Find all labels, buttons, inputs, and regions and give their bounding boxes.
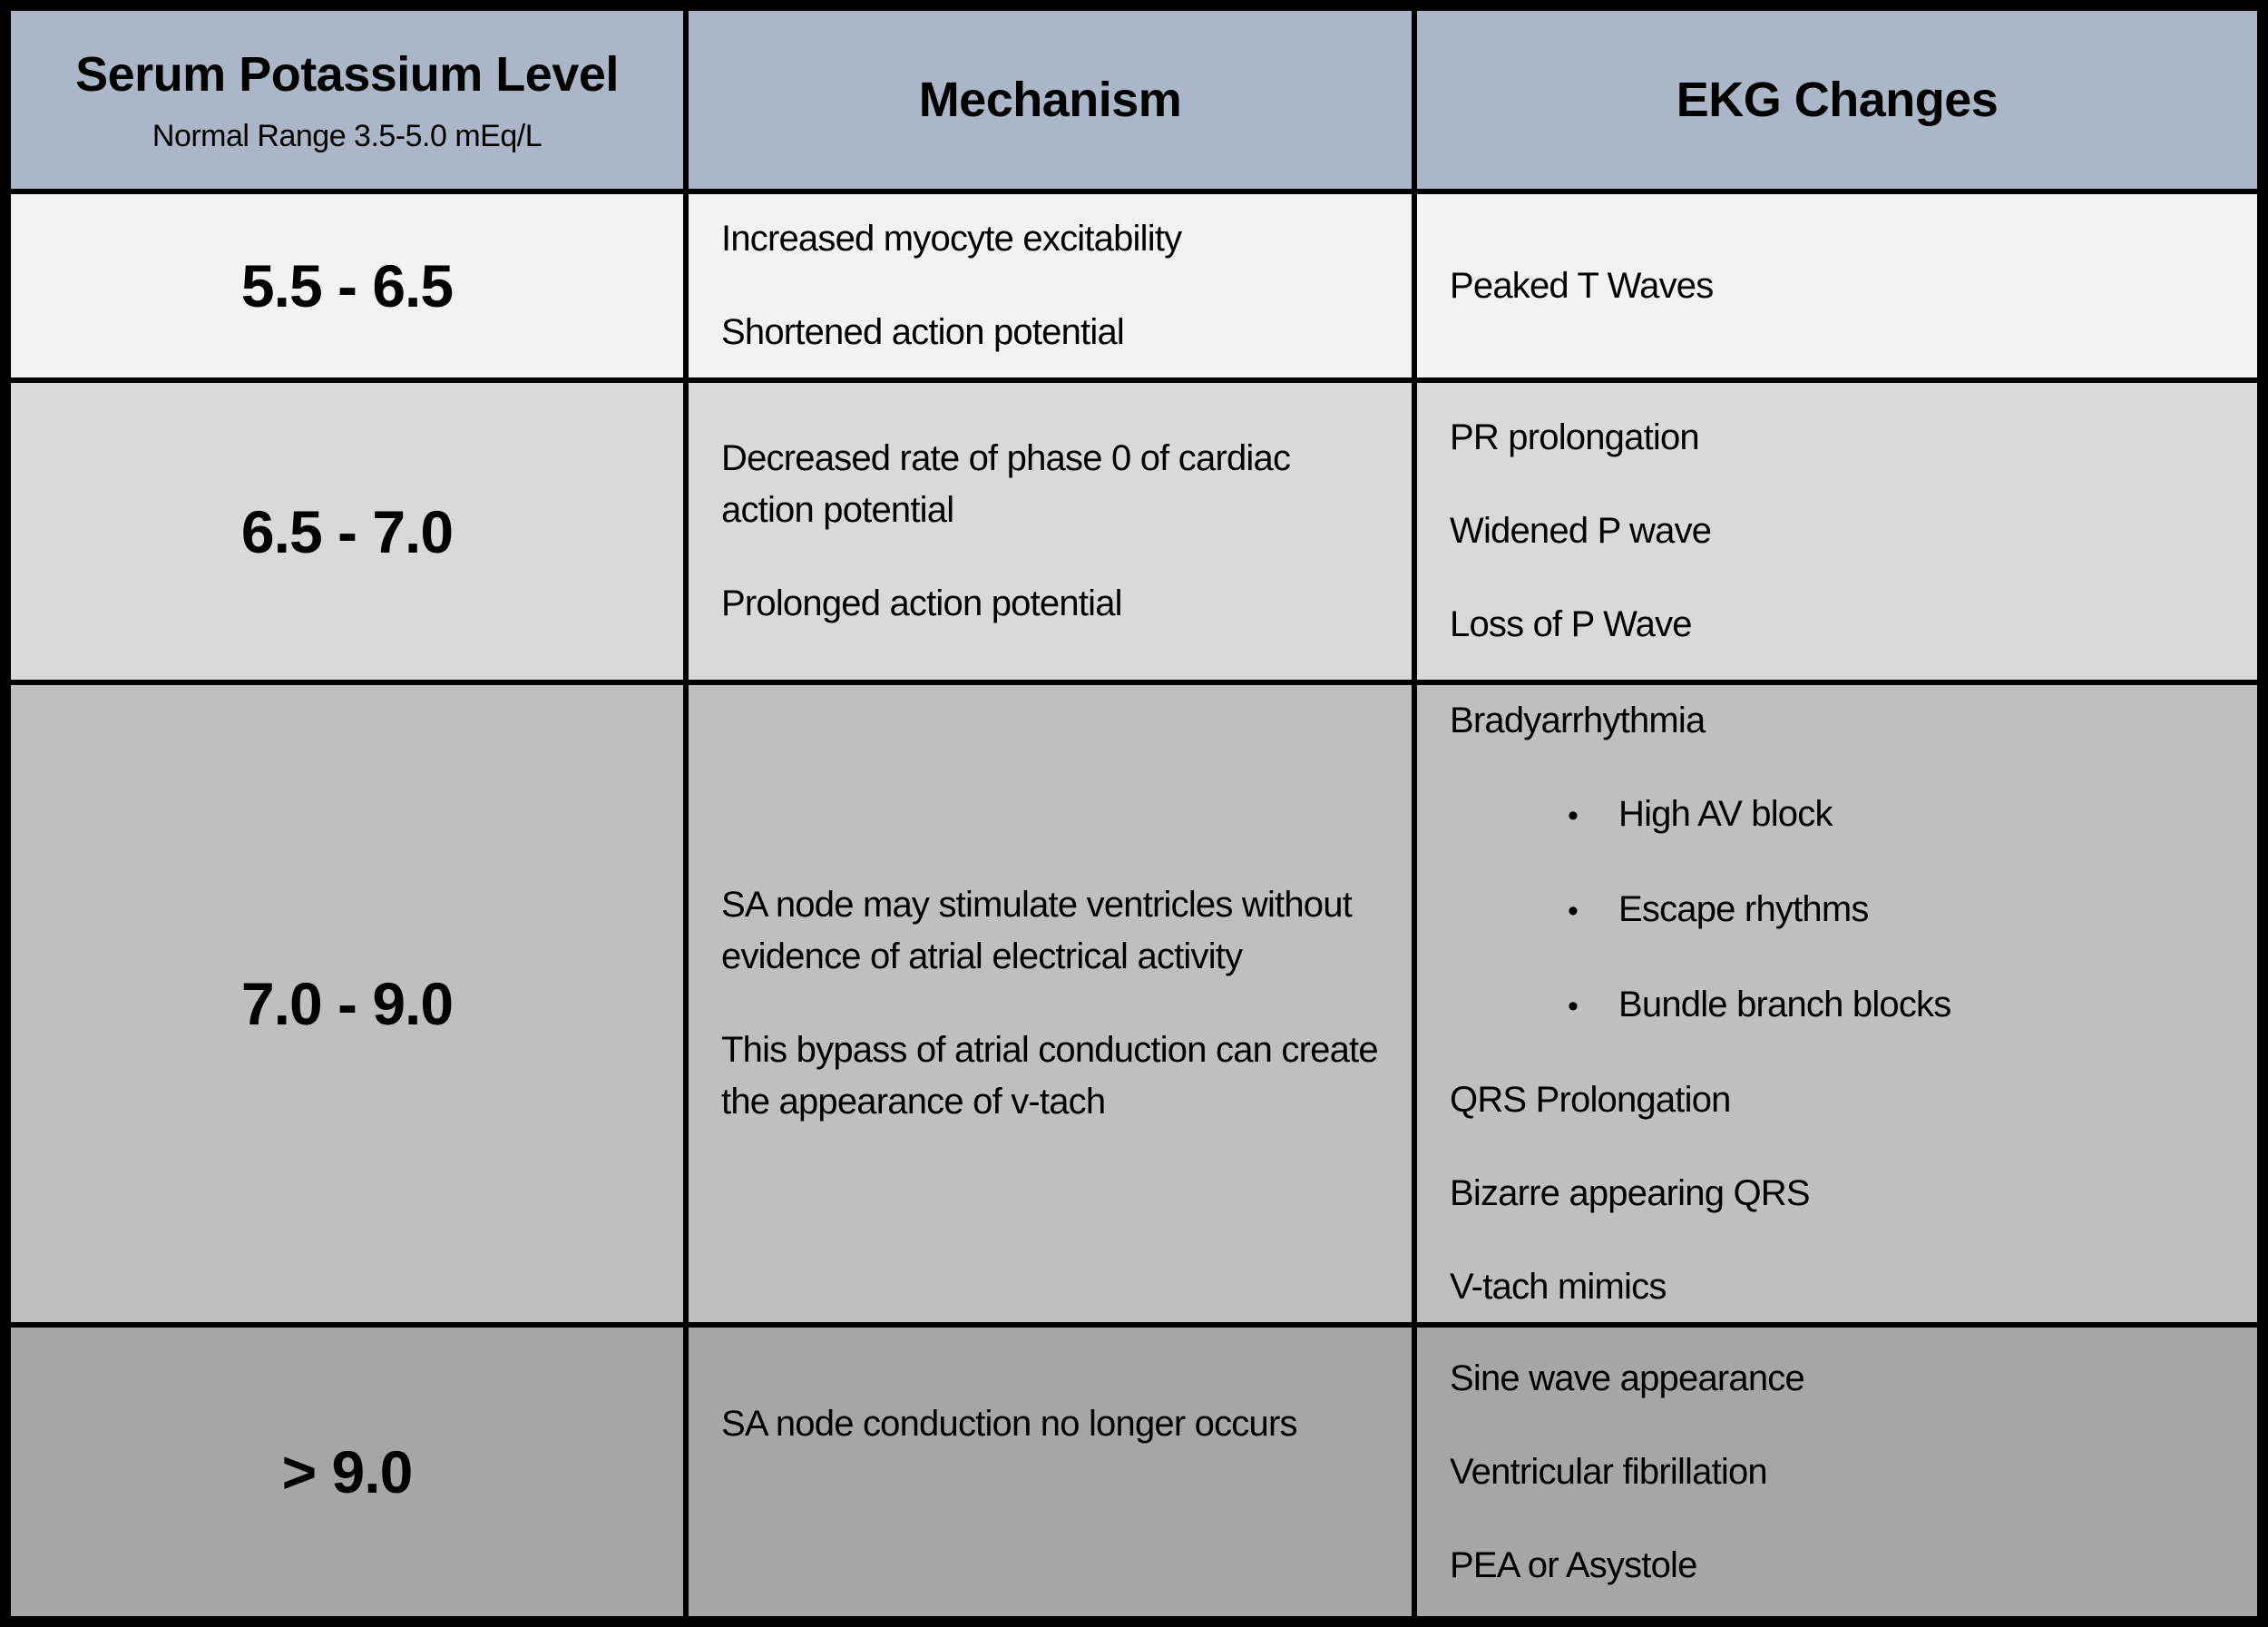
ekg-item: Ventricular fibrillation xyxy=(1450,1451,1768,1492)
column-title-serum-potassium-level: Serum Potassium Level xyxy=(75,46,619,102)
mechanism-paragraph: Increased myocyte excitability xyxy=(721,219,1182,259)
header-cell-serum-potassium-level: Serum Potassium Level Normal Range 3.5-5… xyxy=(11,11,683,189)
ekg-item: Bizarre appearing QRS xyxy=(1450,1172,1811,1213)
mechanism-cell-row4: SA node conduction no longer occurs xyxy=(689,1328,1412,1616)
ekg-item: Bradyarrhythmia xyxy=(1450,700,1706,740)
ekg-bullet-item: • Bundle branch blocks xyxy=(1450,979,2226,1033)
column-title-ekg-changes: EKG Changes xyxy=(1676,73,1999,127)
mechanism-paragraph: Decreased rate of phase 0 of cardiac act… xyxy=(721,438,1291,530)
column-title-mechanism: Mechanism xyxy=(918,73,1182,127)
mechanism-paragraph: Prolonged action potential xyxy=(721,583,1123,623)
ekg-item: V-tach mimics xyxy=(1450,1266,1667,1307)
level-cell-7.0-9.0: 7.0 - 9.0 xyxy=(11,685,683,1322)
potassium-ekg-table: Serum Potassium Level Normal Range 3.5-5… xyxy=(11,11,2257,1616)
ekg-bullet-text: Escape rhythms xyxy=(1618,888,1869,929)
mechanism-cell-row1: Increased myocyte excitability Shortened… xyxy=(689,194,1412,377)
ekg-cell-row1: Peaked T Waves xyxy=(1417,194,2257,377)
ekg-item: Loss of P Wave xyxy=(1450,604,1693,644)
level-cell-6.5-7.0: 6.5 - 7.0 xyxy=(11,383,683,680)
level-cell-gt-9.0: > 9.0 xyxy=(11,1328,683,1616)
level-cell-5.5-6.5: 5.5 - 6.5 xyxy=(11,194,683,377)
column-subtitle-normal-range: Normal Range 3.5-5.0 mEq/L xyxy=(152,118,543,153)
ekg-bullet-item: • Escape rhythms xyxy=(1450,884,2226,937)
mechanism-paragraph: Shortened action potential xyxy=(721,312,1125,352)
ekg-cell-row3: Bradyarrhythmia • High AV block • Escape… xyxy=(1417,685,2257,1322)
mechanism-cell-row2: Decreased rate of phase 0 of cardiac act… xyxy=(689,383,1412,680)
ekg-bullet-text: Bundle branch blocks xyxy=(1618,984,1951,1024)
ekg-item: Widened P wave xyxy=(1450,511,1712,551)
ekg-cell-row2: PR prolongation Widened P wave Loss of P… xyxy=(1417,383,2257,680)
mechanism-paragraph: SA node conduction no longer occurs xyxy=(721,1404,1297,1444)
ekg-bullet-text: High AV block xyxy=(1618,793,1833,834)
ekg-item: PR prolongation xyxy=(1450,417,1700,457)
ekg-item: QRS Prolongation xyxy=(1450,1079,1731,1120)
mechanism-paragraph: This bypass of atrial conduction can cre… xyxy=(721,1030,1379,1122)
bullet-icon: • xyxy=(1568,988,1579,1024)
ekg-cell-row4: Sine wave appearance Ventricular fibrill… xyxy=(1417,1328,2257,1616)
ekg-item: Peaked T Waves xyxy=(1450,265,1714,306)
mechanism-paragraph: SA node may stimulate ventricles without… xyxy=(721,885,1353,976)
ekg-item: PEA or Asystole xyxy=(1450,1544,1697,1585)
ekg-bullet-item: • High AV block xyxy=(1450,789,2226,842)
mechanism-cell-row3: SA node may stimulate ventricles without… xyxy=(689,685,1412,1322)
header-cell-mechanism: Mechanism xyxy=(689,11,1412,189)
header-cell-ekg-changes: EKG Changes xyxy=(1417,11,2257,189)
ekg-item: Sine wave appearance xyxy=(1450,1357,1805,1398)
bullet-icon: • xyxy=(1568,893,1579,928)
bullet-icon: • xyxy=(1568,798,1579,833)
